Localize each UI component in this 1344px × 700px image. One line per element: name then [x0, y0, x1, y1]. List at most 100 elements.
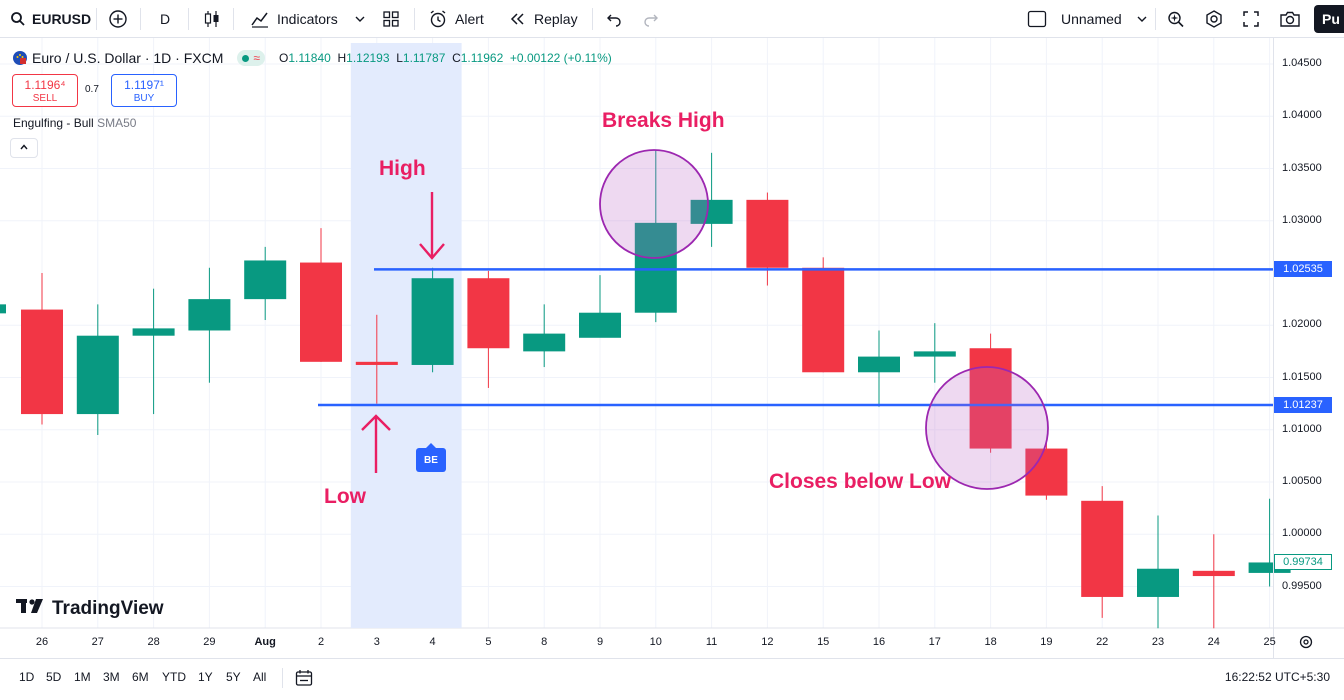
layout-square-icon — [1027, 10, 1047, 28]
candle-body[interactable] — [634, 222, 677, 313]
candle-body[interactable] — [969, 348, 1012, 449]
candle-body[interactable] — [802, 267, 845, 373]
grid-icon — [382, 10, 400, 28]
compare-symbol-button[interactable] — [108, 0, 128, 38]
buy-label: BUY — [133, 93, 155, 104]
candles-icon — [203, 9, 221, 29]
layouts-button[interactable] — [382, 0, 400, 38]
symbol-search-button[interactable]: EURUSD — [10, 0, 91, 38]
indicators-button[interactable]: Indicators — [250, 0, 338, 38]
time-tick-label: 16 — [872, 636, 886, 648]
time-tick-label: 18 — [984, 636, 997, 648]
offscreen-candle-stub — [0, 304, 6, 314]
market-status-badge[interactable]: ≈ — [237, 50, 265, 66]
divider — [96, 8, 97, 30]
price-axis-border — [1273, 38, 1274, 658]
sell-price: 1.1196⁴ — [24, 78, 66, 92]
candle-body[interactable] — [1137, 568, 1179, 597]
price-tick-label: 1.03000 — [1282, 213, 1322, 226]
replay-button[interactable]: Replay — [508, 0, 578, 38]
range-button-1y[interactable]: 1Y — [198, 670, 213, 684]
time-tick-label: Aug — [254, 636, 276, 648]
price-tick-label: 1.04500 — [1282, 57, 1322, 69]
candle-body[interactable] — [523, 333, 566, 352]
price-chart[interactable] — [0, 38, 1344, 658]
axis-settings-button[interactable] — [1298, 634, 1314, 655]
low-level-price-label: 1.01237 — [1274, 396, 1332, 413]
closes-below-low-circle[interactable] — [925, 366, 1049, 490]
range-button-5y[interactable]: 5Y — [226, 670, 241, 684]
candle-body[interactable] — [411, 278, 454, 365]
price-tick-label: 1.00500 — [1282, 475, 1322, 487]
alert-label: Alert — [455, 11, 484, 27]
range-button-ytd[interactable]: YTD — [162, 670, 186, 684]
clock-timezone-button[interactable]: 16:22:52 UTC+5:30 — [1224, 670, 1330, 684]
candle-body[interactable] — [858, 356, 900, 373]
arrow-up-head[interactable] — [361, 414, 391, 431]
candle-body[interactable] — [76, 335, 119, 415]
buy-button[interactable]: 1.1197¹ BUY — [111, 74, 177, 107]
time-tick-label: 3 — [373, 636, 380, 648]
chart-type-button[interactable] — [203, 0, 221, 38]
divider — [233, 8, 234, 30]
range-button-5d[interactable]: 5D — [46, 670, 62, 684]
quick-search-button[interactable] — [1166, 0, 1186, 38]
candle-body[interactable] — [690, 199, 733, 224]
breaks-high-circle[interactable] — [599, 149, 709, 259]
fullscreen-button[interactable] — [1242, 0, 1260, 38]
candle-body[interactable] — [1025, 448, 1068, 496]
range-button-all[interactable]: All — [253, 670, 267, 684]
chart-pane[interactable] — [0, 38, 1344, 658]
settings-button[interactable] — [1204, 0, 1224, 38]
publish-button[interactable]: Pu — [1314, 5, 1344, 33]
layout-name-button[interactable]: Unnamed — [1027, 0, 1148, 38]
price-tick-label: 1.00000 — [1282, 527, 1322, 540]
collapse-legend-button[interactable] — [10, 138, 38, 158]
search-icon — [10, 11, 26, 27]
indicator-legend[interactable]: Engulfing - Bull SMA50 — [13, 116, 136, 130]
range-button-1m[interactable]: 1M — [74, 670, 91, 684]
time-tick-label: 4 — [429, 636, 436, 648]
snapshot-button[interactable] — [1279, 0, 1301, 38]
price-tick-label: 1.02000 — [1282, 318, 1322, 331]
annotation-breaks-high: Breaks High — [602, 109, 725, 132]
time-tick-label: 11 — [705, 636, 718, 648]
divider — [140, 8, 141, 30]
interval-button[interactable]: D — [160, 0, 170, 38]
candle-body[interactable] — [132, 328, 175, 336]
sell-button[interactable]: 1.1196⁴ SELL — [12, 74, 78, 107]
go-to-date-button[interactable] — [294, 668, 314, 693]
redo-button[interactable] — [643, 0, 659, 38]
candle-body[interactable] — [21, 309, 63, 415]
candle-body[interactable] — [244, 260, 287, 300]
range-button-6m[interactable]: 6M — [132, 670, 149, 684]
candle-body[interactable] — [300, 262, 342, 362]
chevron-down-icon — [1136, 13, 1148, 25]
candle-body[interactable] — [746, 199, 789, 268]
rewind-icon — [508, 11, 528, 27]
undo-button[interactable] — [606, 0, 622, 38]
candle-body[interactable] — [1248, 562, 1291, 573]
candle-body[interactable] — [913, 351, 956, 357]
chart-legend[interactable]: Euro / U.S. Dollar · 1D · FXCM ≈ O1.1184… — [12, 48, 612, 68]
approx-icon: ≈ — [253, 51, 260, 65]
time-tick-label: 9 — [596, 636, 604, 648]
alert-button[interactable]: Alert — [428, 0, 484, 38]
tradingview-logo-icon — [16, 597, 46, 621]
candle-body[interactable] — [1081, 500, 1124, 597]
time-tick-label: 25 — [1263, 636, 1276, 648]
candle-body[interactable] — [579, 312, 621, 338]
candle-body[interactable] — [355, 361, 398, 365]
calendar-range-icon — [294, 670, 314, 692]
spread-value: 0.7 — [85, 84, 99, 95]
indicators-dropdown-button[interactable] — [354, 0, 366, 38]
range-button-1d[interactable]: 1D — [19, 670, 35, 684]
range-button-3m[interactable]: 3M — [103, 670, 120, 684]
time-tick-label: 19 — [1040, 636, 1053, 648]
candle-body[interactable] — [467, 278, 510, 349]
annotation-low: Low — [324, 485, 366, 508]
candle-body[interactable] — [188, 299, 231, 331]
signal-badge[interactable]: BE — [416, 443, 446, 472]
arrow-down-head[interactable] — [419, 243, 445, 260]
candle-body[interactable] — [1192, 570, 1235, 577]
